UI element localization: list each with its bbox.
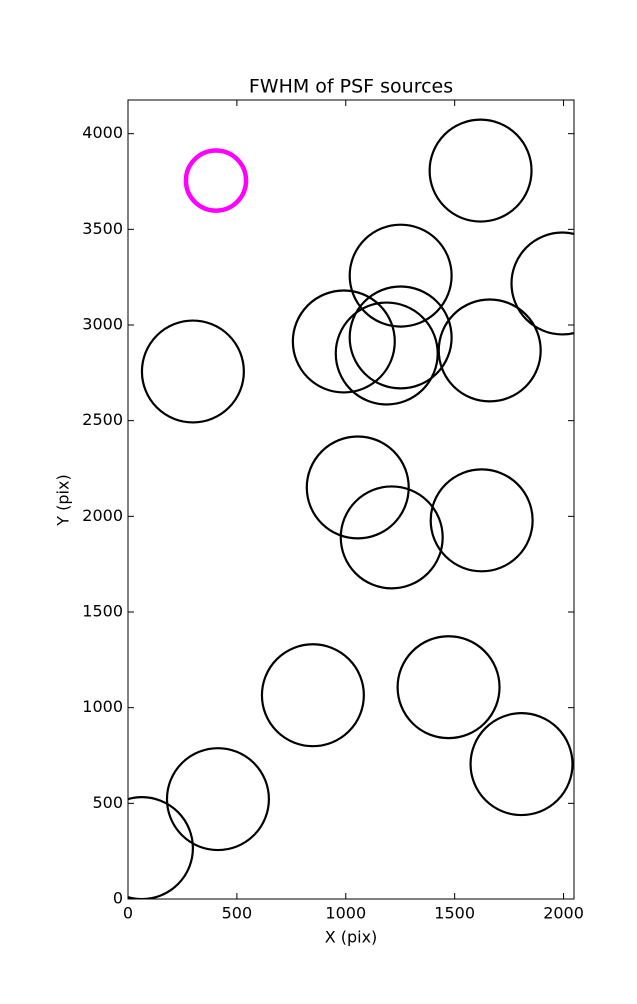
fwhm-circle	[429, 468, 534, 573]
fwhm-circle	[140, 319, 245, 424]
fwhm-circle	[305, 435, 410, 540]
y-tick-label: 500	[92, 793, 123, 812]
y-tick-label: 1000	[82, 697, 123, 716]
x-axis-label: X (pix)	[325, 928, 378, 947]
y-tick-label: 1500	[82, 602, 123, 621]
y-tick-label: 2000	[82, 506, 123, 525]
fwhm-circle	[469, 712, 574, 817]
fwhm-circle	[339, 485, 444, 590]
fwhm-circle	[165, 747, 270, 852]
x-tick-label: 500	[222, 904, 253, 923]
fwhm-circle	[291, 289, 396, 394]
y-tick-label: 2500	[82, 410, 123, 429]
fwhm-circle	[428, 118, 533, 223]
fwhm-circle	[183, 148, 249, 213]
x-tick-label: 0	[123, 904, 133, 923]
x-tick-label: 2000	[543, 904, 584, 923]
axes-frame	[127, 99, 575, 900]
fwhm-circle	[510, 231, 574, 336]
fwhm-circle	[260, 643, 365, 748]
plot-area	[128, 118, 574, 899]
x-tick-label: 1000	[325, 904, 366, 923]
chart-title: FWHM of PSF sources	[249, 76, 453, 98]
fwhm-circle	[334, 301, 439, 406]
x-tick-label: 1500	[434, 904, 475, 923]
y-axis-label: Y (pix)	[54, 474, 73, 526]
fwhm-circle	[128, 796, 194, 899]
fwhm-circle	[437, 298, 542, 403]
fwhm-circle	[396, 635, 501, 740]
y-tick-label: 4000	[82, 123, 123, 142]
y-tick-label: 0	[113, 889, 123, 908]
fwhm-circle	[348, 285, 453, 390]
y-tick-label: 3000	[82, 315, 123, 334]
fwhm-circle	[348, 223, 453, 328]
y-tick-label: 3500	[82, 219, 123, 238]
